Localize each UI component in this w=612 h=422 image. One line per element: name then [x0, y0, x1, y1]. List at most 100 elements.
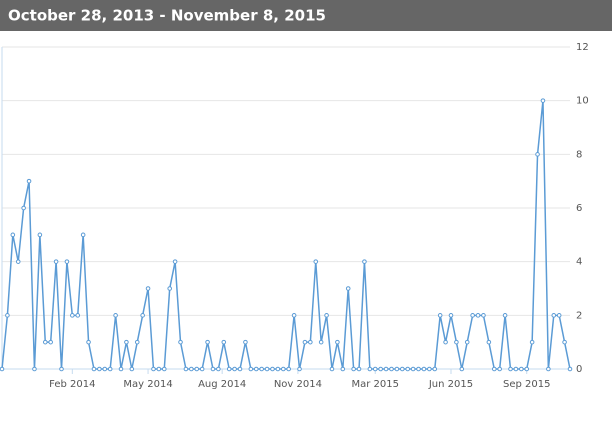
data-point — [253, 366, 259, 372]
x-tick-label: Nov 2014 — [274, 379, 322, 390]
data-point — [427, 366, 432, 372]
data-point — [421, 366, 427, 372]
header-bar — [0, 0, 612, 31]
data-point — [167, 286, 172, 291]
y-tick-label: 10 — [576, 96, 589, 107]
data-point — [102, 366, 108, 372]
data-point — [383, 366, 389, 372]
data-point — [491, 366, 497, 372]
data-point — [405, 366, 411, 372]
x-tick-label: Feb 2014 — [49, 379, 95, 390]
data-line — [1, 100, 571, 370]
data-point — [329, 366, 335, 372]
data-point — [0, 366, 5, 372]
data-point — [367, 366, 373, 372]
data-point — [432, 366, 438, 372]
data-point — [443, 339, 448, 345]
data-point — [481, 313, 486, 318]
data-point — [562, 339, 567, 345]
data-point — [32, 366, 37, 372]
data-point — [470, 313, 475, 318]
data-point — [448, 313, 454, 318]
data-point — [237, 366, 243, 372]
data-point — [183, 366, 189, 372]
data-point — [351, 366, 356, 372]
data-point — [345, 286, 351, 291]
y-tick-label: 2 — [576, 310, 582, 321]
data-point — [59, 366, 64, 372]
y-tick-label: 6 — [576, 203, 582, 214]
data-point — [313, 259, 319, 264]
data-point — [26, 178, 32, 184]
data-point — [216, 366, 221, 372]
chart-title: October 28, 2013 - November 8, 2015 — [8, 7, 326, 25]
data-point — [118, 366, 124, 372]
data-point — [297, 366, 302, 372]
y-tick-label: 4 — [576, 257, 582, 268]
data-point — [199, 366, 205, 372]
x-tick-label: Jun 2015 — [428, 379, 473, 390]
x-tick-label: Sep 2015 — [503, 379, 550, 390]
data-point — [5, 313, 10, 318]
data-point — [156, 366, 162, 372]
data-point — [189, 366, 194, 372]
data-point — [107, 366, 113, 372]
data-point — [243, 339, 248, 345]
data-point — [324, 313, 329, 318]
data-point — [540, 98, 546, 103]
data-point — [53, 259, 59, 264]
data-point — [97, 366, 102, 372]
data-point — [567, 366, 573, 372]
data-point — [270, 366, 275, 372]
data-point — [318, 339, 324, 345]
data-point — [378, 366, 383, 372]
data-point — [519, 366, 524, 372]
data-point — [80, 232, 86, 238]
data-point — [275, 366, 281, 372]
data-point — [340, 366, 346, 372]
data-point — [535, 152, 540, 157]
y-tick-label: 0 — [576, 364, 582, 375]
data-point — [291, 313, 297, 318]
data-point — [42, 339, 48, 345]
data-point — [280, 366, 286, 372]
data-point — [21, 205, 26, 211]
data-point — [362, 259, 367, 264]
data-point — [416, 366, 421, 372]
y-tick-label: 8 — [576, 149, 582, 160]
data-point — [259, 366, 264, 372]
data-point — [502, 313, 508, 318]
data-point — [113, 313, 118, 318]
data-point — [264, 366, 270, 372]
data-point — [497, 366, 502, 372]
data-point — [221, 339, 227, 345]
data-point — [475, 313, 481, 318]
data-point — [302, 339, 308, 345]
data-point — [546, 366, 551, 372]
data-point — [145, 286, 151, 291]
data-point — [70, 313, 75, 318]
data-point — [464, 339, 470, 345]
data-point — [556, 313, 562, 318]
data-point — [437, 313, 443, 318]
data-point — [356, 366, 362, 372]
data-point — [124, 339, 129, 345]
data-point — [486, 339, 492, 345]
data-point — [178, 339, 183, 345]
data-point — [86, 339, 91, 345]
x-tick-label: Mar 2015 — [352, 379, 400, 390]
data-point — [75, 313, 81, 318]
data-point — [248, 366, 254, 372]
data-point — [286, 366, 292, 372]
data-point — [48, 339, 53, 345]
data-point — [15, 259, 21, 264]
x-tick-label: Aug 2014 — [198, 379, 246, 390]
data-point — [308, 339, 313, 345]
data-point — [226, 366, 232, 372]
data-point — [335, 339, 340, 345]
data-point — [372, 366, 378, 372]
data-point — [232, 366, 237, 372]
data-point — [91, 366, 97, 372]
data-point — [524, 366, 530, 372]
